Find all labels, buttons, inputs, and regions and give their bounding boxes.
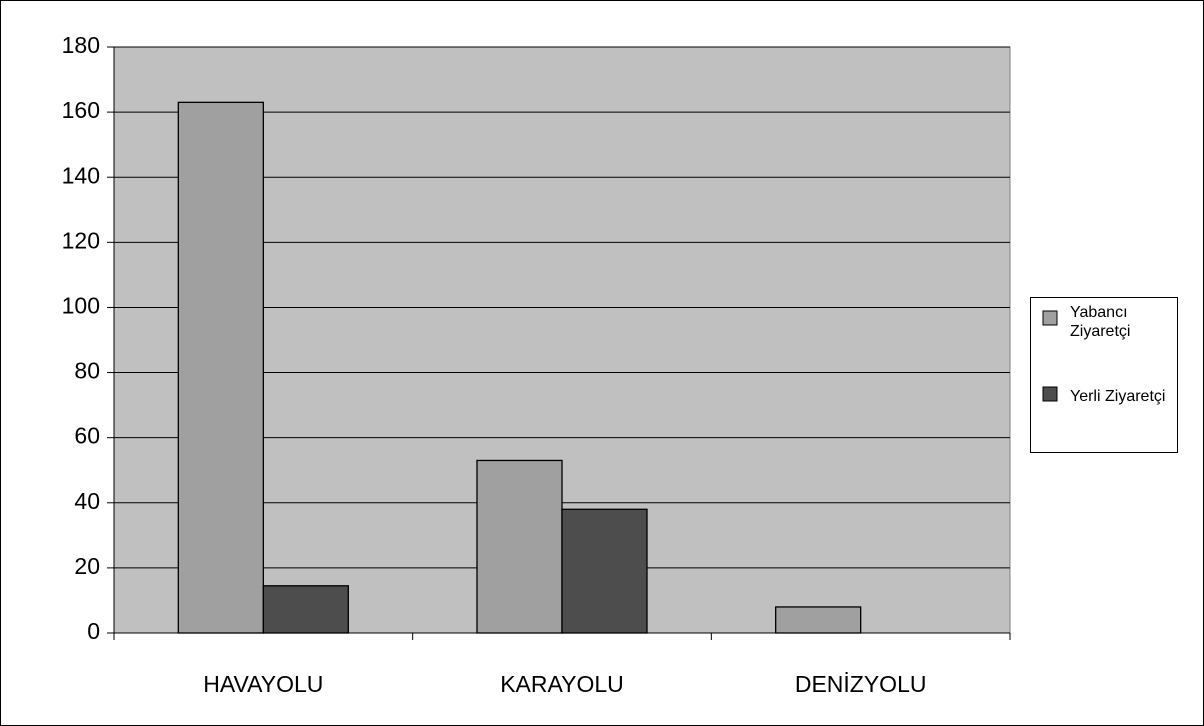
legend-label: Yerli Ziyaretçi — [1070, 388, 1166, 405]
y-tick-label: 140 — [62, 162, 100, 188]
x-tick-label: KARAYOLU — [500, 671, 624, 697]
legend-swatch — [1042, 310, 1058, 326]
y-tick-label: 0 — [87, 618, 100, 644]
legend-label: Yabancı Ziyaretçi — [1070, 304, 1131, 340]
x-tick-label: HAVAYOLU — [203, 671, 323, 697]
y-tick-label: 40 — [74, 488, 100, 514]
y-tick-label: 100 — [62, 293, 100, 319]
bar — [775, 606, 862, 634]
bar — [476, 459, 563, 634]
bar — [177, 101, 264, 634]
y-tick-label: 60 — [74, 423, 100, 449]
x-tick-label: DENİZYOLU — [795, 671, 927, 697]
legend-swatch — [1042, 386, 1058, 402]
bar — [262, 585, 349, 634]
y-tick-label: 20 — [74, 553, 100, 579]
y-tick-label: 160 — [62, 97, 100, 123]
y-tick-label: 80 — [74, 358, 100, 384]
y-tick-label: 120 — [62, 227, 100, 253]
bar — [561, 508, 648, 634]
y-tick-label: 180 — [62, 32, 100, 58]
